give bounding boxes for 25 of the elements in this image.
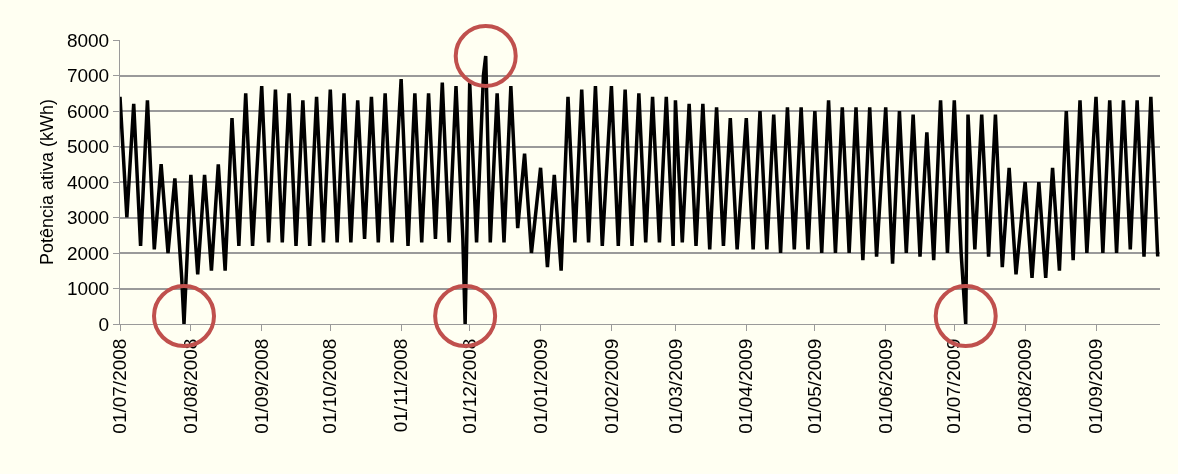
y-tick-label: 1000 xyxy=(66,278,110,300)
y-axis-title: Potência ativa (kWh) xyxy=(37,98,58,266)
x-tick-label: 01/07/2009 xyxy=(943,338,965,434)
y-tick-label: 0 xyxy=(98,313,110,335)
x-tick-label: 01/03/2009 xyxy=(664,338,686,434)
y-tick-label: 8000 xyxy=(66,29,110,51)
y-tick-label: 2000 xyxy=(66,242,110,264)
y-tick-label: 6000 xyxy=(66,100,110,122)
x-tick-label: 01/08/2008 xyxy=(180,338,202,434)
x-tick-label: 01/04/2009 xyxy=(735,338,757,434)
x-tick-label: 01/01/2009 xyxy=(529,338,551,434)
x-tick-label: 01/12/2008 xyxy=(458,338,480,434)
x-tick-label: 01/07/2008 xyxy=(109,338,131,434)
y-tick-label: 5000 xyxy=(66,136,110,158)
x-tick-label: 01/09/2008 xyxy=(250,338,272,434)
x-tick-label: 01/10/2008 xyxy=(319,338,341,434)
x-tick-label: 01/08/2009 xyxy=(1014,338,1036,434)
y-tick-label: 3000 xyxy=(66,207,110,229)
x-tick-label: 01/09/2009 xyxy=(1085,338,1107,434)
y-tick-label: 7000 xyxy=(66,65,110,87)
x-tick-label: 01/02/2009 xyxy=(600,338,622,434)
x-tick-label: 01/11/2008 xyxy=(390,338,412,433)
x-tick-label: 01/05/2009 xyxy=(804,338,826,434)
x-tick-label: 01/06/2009 xyxy=(874,338,896,434)
y-tick-label: 4000 xyxy=(66,171,110,193)
